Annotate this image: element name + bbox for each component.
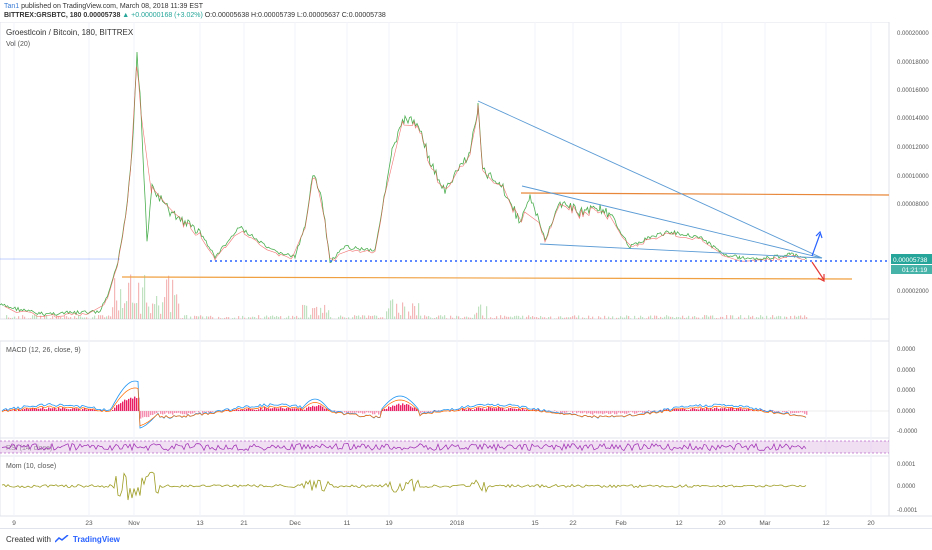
price-axis-label: 0.00008000 — [897, 202, 929, 208]
macd-pane-border — [0, 340, 890, 439]
tradingview-brand[interactable]: TradingView — [72, 535, 120, 544]
symbol-info: BITTREX:GRSBTC, 180 0.00005738 ▲ +0.0000… — [4, 11, 928, 20]
time-axis-label: 15 — [531, 520, 539, 527]
last-price: 0.00005738 — [83, 12, 121, 19]
resistance-line[interactable] — [520, 192, 890, 196]
time-axis-label: 19 — [385, 520, 393, 527]
mom-axis-label: 0.0000 — [897, 484, 916, 490]
chart-svg[interactable]: Groestlcoin / Bitcoin, 180, BITTREX Vol … — [0, 21, 932, 528]
trendline-lower[interactable] — [539, 243, 823, 259]
price-axis-label: 0.00014000 — [897, 116, 929, 122]
time-axis-label: 11 — [344, 520, 351, 527]
macd-axis-label: 0.0000 — [897, 409, 916, 415]
time-axis-label: Feb — [615, 520, 627, 527]
support-line[interactable] — [121, 276, 853, 280]
price-axis-label: 0.00002000 — [897, 289, 929, 295]
symbol-label: BITTREX:GRSBTC, 180 — [4, 12, 82, 19]
time-axis-label: 21 — [240, 520, 248, 527]
time-axis-label: 22 — [569, 520, 577, 527]
volume-bars — [2, 274, 808, 319]
time-axis-label: 12 — [822, 520, 830, 527]
time-axis-label: 9 — [12, 520, 16, 527]
publish-text: published on TradingView.com, March 08, … — [19, 3, 203, 10]
arrow-down-head — [817, 274, 825, 282]
momentum-line — [1, 471, 807, 501]
volume-legend: Vol (20) — [6, 41, 30, 48]
macd-legend: MACD (12, 26, close, 9) — [6, 347, 81, 354]
main-pane-border — [0, 21, 890, 320]
arrow-up-head — [815, 230, 823, 239]
breakdown-arrow[interactable] — [811, 261, 825, 281]
macd-line — [1, 380, 807, 429]
price-tag-bg — [891, 254, 932, 264]
mom-axis-label: 0.0001 — [897, 462, 916, 468]
time-axis-label: 20 — [867, 520, 875, 527]
macd-axis-label: 0.0000 — [897, 347, 916, 353]
mom-axis: 0.0001 0.0000 -0.0001 — [897, 462, 918, 514]
macd-axis: 0.0000 0.0000 0.0000 0.0000 -0.0000 — [897, 347, 918, 435]
time-axis-label: 2018 — [450, 520, 465, 527]
author-link[interactable]: Tan1 — [4, 3, 20, 10]
created-with: Created with — [6, 535, 51, 544]
footer: Created with TradingView — [0, 528, 932, 550]
publish-info: Tan1 published on TradingView.com, March… — [4, 2, 928, 11]
price-axis-label: 0.00020000 — [897, 31, 929, 37]
tradingview-logo-icon — [54, 535, 69, 543]
time-tag-bg — [891, 265, 932, 274]
macd-axis-label: 0.0000 — [897, 388, 916, 394]
macd-histogram — [2, 396, 808, 419]
mom-legend: Mom (10, close) — [6, 463, 56, 470]
time-axis-label: 23 — [85, 520, 93, 527]
trendline-upper[interactable] — [477, 100, 823, 259]
mom-axis-label: -0.0001 — [897, 508, 918, 514]
time-axis-label: 12 — [675, 520, 683, 527]
price-series-down — [4, 66, 806, 318]
price-tag: 0.00005738 — [893, 257, 928, 264]
price-axis-label: 0.00012000 — [897, 145, 929, 151]
price-axis-label: 0.00018000 — [897, 60, 929, 66]
chart-area[interactable]: Groestlcoin / Bitcoin, 180, BITTREX Vol … — [0, 21, 932, 528]
time-axis[interactable]: 9 23 Nov 13 21 Dec 11 19 2018 15 22 Feb 12 20 Mar 12 20 — [12, 520, 875, 527]
time-axis-label: Mar — [759, 520, 771, 527]
rsi-line — [1, 442, 807, 452]
ohlc-values: O:0.00005638 H:0.00005739 L:0.00005637 C… — [202, 12, 386, 19]
time-axis-label: Dec — [289, 520, 301, 527]
trendline-middle[interactable] — [521, 185, 823, 259]
macd-axis-label: -0.0000 — [897, 429, 918, 435]
signal-line — [1, 387, 807, 427]
time-axis-label: 13 — [196, 520, 204, 527]
price-series — [0, 51, 807, 317]
symbol-title: Groestlcoin / Bitcoin, 180, BITTREX — [6, 28, 134, 37]
price-change: ▲ +0.00000168 (+3.02%) — [122, 12, 203, 19]
time-axis-label: Nov — [128, 520, 140, 527]
publish-header: Tan1 published on TradingView.com, March… — [0, 0, 932, 22]
price-axis-label: 0.00010000 — [897, 174, 929, 180]
breakout-arrow[interactable] — [811, 233, 821, 257]
countdown-tag: 01:21:19 — [902, 267, 928, 274]
macd-axis-label: 0.0000 — [897, 368, 916, 374]
grid — [13, 22, 872, 516]
time-axis-label: 20 — [718, 520, 726, 527]
price-axis-label: 0.00016000 — [897, 88, 929, 94]
